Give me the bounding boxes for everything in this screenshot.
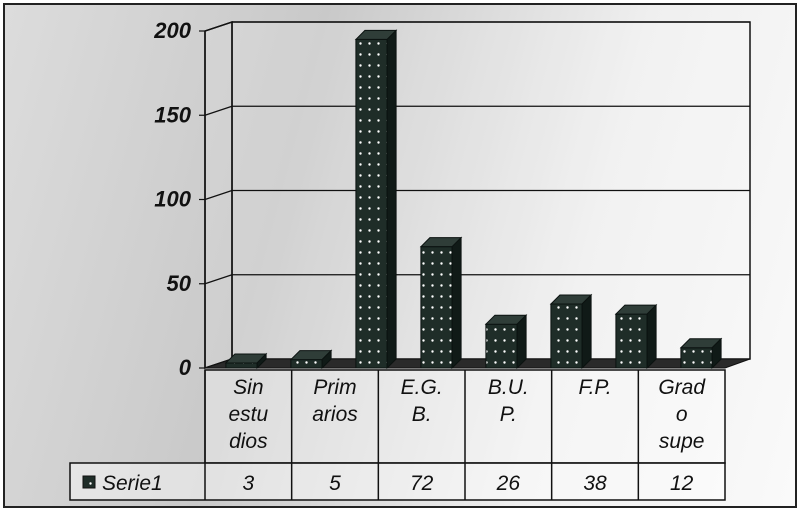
bar-chart: 0 50 100 150 200 Sin estu dios 3 Prim arios 5 E.G. B.… — [69, 18, 751, 501]
y-tick-label: 200 — [153, 18, 191, 43]
legend-label: Serie1 — [102, 472, 163, 495]
category-label: B.U. — [488, 376, 529, 399]
bar — [680, 347, 713, 369]
category-label: Sin — [233, 376, 263, 399]
data-table-value: 26 — [496, 472, 521, 495]
bar — [485, 323, 518, 369]
y-tick-label: 50 — [167, 271, 192, 296]
bar-side — [581, 293, 592, 370]
data-table-value: 12 — [670, 472, 694, 495]
category-label: supe — [659, 430, 705, 453]
gridline-side — [204, 21, 233, 32]
category-label: Prim — [313, 376, 356, 399]
data-table-value: 72 — [410, 472, 434, 495]
bar — [550, 303, 583, 369]
data-table-value: 38 — [583, 472, 607, 495]
gridline-side — [204, 274, 233, 285]
category-label: dios — [229, 430, 268, 453]
bar-side — [711, 337, 722, 370]
category-label: E.G. — [401, 376, 443, 399]
data-table-value: 3 — [242, 472, 254, 495]
category-label: F.P. — [578, 376, 611, 399]
category-label: B. — [412, 403, 432, 426]
bar — [290, 359, 323, 369]
legend-swatch — [82, 475, 96, 489]
bar — [355, 38, 388, 369]
category-label: o — [676, 403, 688, 426]
bar-side — [256, 352, 267, 370]
category-label: estu — [228, 403, 268, 426]
gridline-side — [204, 189, 233, 201]
bar — [420, 246, 453, 369]
bar-side — [386, 29, 397, 370]
chart-frame: 0 50 100 150 200 Sin estu dios 3 Prim arios 5 E.G. B.… — [3, 3, 797, 508]
bar — [615, 313, 648, 369]
table-value-row — [69, 462, 726, 501]
bar-side — [451, 236, 462, 370]
bar-side — [321, 349, 332, 370]
data-table-value: 5 — [329, 472, 341, 495]
category-label: arios — [312, 403, 358, 426]
y-tick-label: 0 — [179, 355, 192, 380]
category-label: P. — [500, 403, 517, 426]
bar-side — [646, 303, 657, 370]
y-tick-label: 100 — [154, 187, 191, 212]
y-tick-label: 150 — [154, 102, 191, 127]
bar — [225, 362, 258, 369]
plot-floor — [204, 358, 751, 369]
gridline-side — [204, 105, 233, 116]
category-label: Grad — [658, 376, 706, 399]
bar-side — [516, 313, 527, 370]
